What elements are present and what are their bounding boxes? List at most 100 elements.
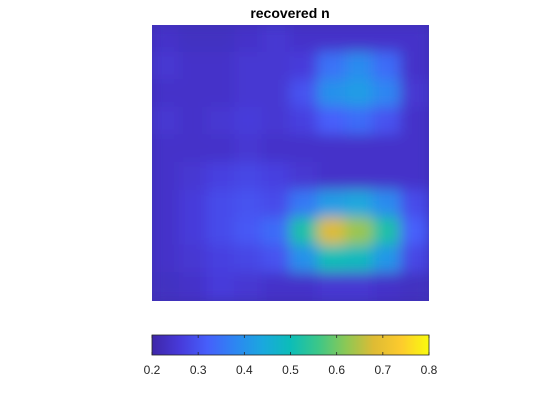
heatmap-cell — [206, 162, 237, 192]
heatmap-cell — [317, 106, 347, 137]
heatmap-cell — [289, 51, 320, 82]
heatmap-cell — [261, 106, 292, 137]
heatmap-cell — [261, 272, 292, 301]
heatmap-cell — [152, 106, 181, 137]
heatmap-cell — [206, 189, 237, 220]
heatmap-cell — [261, 217, 292, 247]
heatmap-cell — [234, 162, 264, 192]
colorbar-tick-label: 0.4 — [236, 363, 253, 377]
heatmap-cell — [344, 189, 375, 220]
heatmap-cell — [400, 217, 429, 247]
heatmap-cell — [289, 244, 320, 275]
heatmap-cell — [261, 189, 292, 220]
heatmap-cell — [317, 25, 347, 54]
colorbar-tick-label: 0.2 — [144, 363, 161, 377]
heatmap-cell — [372, 162, 403, 192]
heatmap-cell — [344, 106, 375, 137]
heatmap-cell — [400, 25, 429, 54]
heatmap-cell — [178, 217, 209, 247]
heatmap-cell — [178, 79, 209, 109]
heatmap-cell — [317, 134, 347, 164]
heatmap-cell — [344, 162, 375, 192]
chart-title: recovered n — [250, 5, 329, 21]
heatmap-cell — [261, 79, 292, 109]
heatmap-cell — [344, 134, 375, 164]
colorbar-tick-label: 0.8 — [421, 363, 438, 377]
colorbar-tick-label: 0.5 — [282, 363, 299, 377]
heatmap-cell — [261, 134, 292, 164]
heatmap-cell — [372, 272, 403, 301]
heatmap-cell — [178, 25, 209, 54]
heatmap-cell — [152, 25, 181, 54]
heatmap-cell — [206, 134, 237, 164]
heatmap-cell — [317, 272, 347, 301]
heatmap-cell — [344, 79, 375, 109]
heatmap-cell — [317, 162, 347, 192]
heatmap-cell — [317, 217, 347, 247]
heatmap-image — [152, 25, 429, 301]
heatmap-cell — [234, 79, 264, 109]
heatmap-cell — [152, 272, 181, 301]
heatmap-cell — [152, 134, 181, 164]
heatmap-cell — [289, 162, 320, 192]
heatmap-cell — [400, 272, 429, 301]
heatmap-cell — [400, 134, 429, 164]
heatmap-cell — [178, 106, 209, 137]
heatmap-cell — [372, 51, 403, 82]
heatmap-cell — [206, 244, 237, 275]
heatmap-cell — [234, 244, 264, 275]
heatmap-cell — [317, 51, 347, 82]
heatmap-cell — [289, 217, 320, 247]
heatmap-cell — [206, 25, 237, 54]
heatmap-cell — [178, 189, 209, 220]
heatmap-cell — [400, 244, 429, 275]
heatmap-cell — [206, 51, 237, 82]
heatmap-cell — [234, 272, 264, 301]
heatmap-cell — [400, 106, 429, 137]
heatmap-cell — [372, 134, 403, 164]
heatmap-cell — [234, 25, 264, 54]
heatmap-cell — [234, 106, 264, 137]
heatmap-cell — [261, 51, 292, 82]
heatmap-cell — [206, 106, 237, 137]
heatmap-cell — [400, 162, 429, 192]
heatmap-cell — [234, 51, 264, 82]
colorbar-tick-label: 0.3 — [190, 363, 207, 377]
heatmap-cell — [344, 217, 375, 247]
colorbar-tick-label: 0.7 — [374, 363, 391, 377]
heatmap-cell — [152, 244, 181, 275]
heatmap-cell — [152, 51, 181, 82]
heatmap-cell — [152, 217, 181, 247]
heatmap-cell — [344, 272, 375, 301]
heatmap-cell — [206, 79, 237, 109]
heatmap-cell — [178, 272, 209, 301]
heatmap-cell — [206, 272, 237, 301]
heatmap-cell — [400, 51, 429, 82]
heatmap-cell — [152, 162, 181, 192]
heatmap-cell — [317, 79, 347, 109]
heatmap-cell — [400, 189, 429, 220]
heatmap-cell — [289, 25, 320, 54]
heatmap-cell — [289, 79, 320, 109]
heatmap-cell — [152, 189, 181, 220]
heatmap-cell — [317, 189, 347, 220]
heatmap-cell — [234, 217, 264, 247]
heatmap-cell — [178, 51, 209, 82]
heatmap-cell — [206, 217, 237, 247]
heatmap-cell — [344, 25, 375, 54]
colorbar: 0.2 0.3 0.4 0.5 0.6 0.7 0.8 — [144, 334, 438, 377]
heatmap-cell — [289, 272, 320, 301]
colorbar-ticks: 0.2 0.3 0.4 0.5 0.6 0.7 0.8 — [144, 335, 438, 377]
heatmap-cell — [178, 244, 209, 275]
heatmap-cell — [289, 189, 320, 220]
heatmap-cell — [372, 244, 403, 275]
heatmap-cell — [152, 79, 181, 109]
heatmap-cell — [372, 106, 403, 137]
heatmap-cell — [344, 51, 375, 82]
colorbar-tick-label: 0.6 — [328, 363, 345, 377]
heatmap-cell — [372, 217, 403, 247]
heatmap-cell — [344, 244, 375, 275]
heatmap-cell — [178, 134, 209, 164]
heatmap-cell — [289, 134, 320, 164]
